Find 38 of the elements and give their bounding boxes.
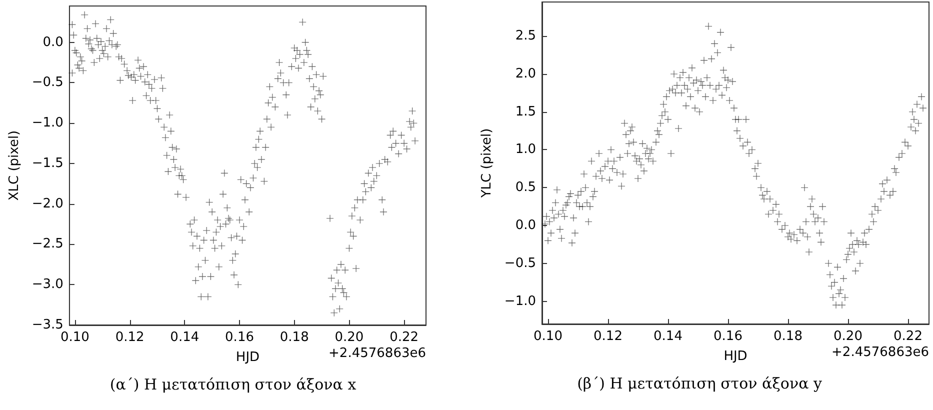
y-tick-label: −1.5 [32,156,64,171]
y-axis-title: YLC (pixel) [480,128,495,199]
text: +2.4576863e6 [832,345,930,360]
text: +2.4576863e6 [328,346,426,361]
y-tick-label: −2.0 [32,196,64,212]
y-tick-label: −0.5 [504,256,536,271]
y-tick-label: 2.0 [515,66,536,82]
x-tick-label: 0.10 [534,329,562,344]
y-tick-label: 2.5 [515,28,536,44]
x-tick-label: 0.10 [60,330,90,345]
x-axis-title: HJD [236,350,260,365]
y-tick-label: 1.5 [515,104,536,120]
x-tick-label: 0.12 [594,329,622,344]
x-tick-label: 0.14 [170,330,200,345]
x-tick-label: 0.16 [225,330,254,345]
y-tick-label: −3.5 [32,318,64,332]
y-axis-title: XLC (pixel) [7,130,22,201]
x-tick-label: 0.22 [894,329,922,344]
text: (β΄) Η μετατόπιση στον άξονα y [577,374,822,392]
y-tick-label: 1.0 [515,142,536,158]
y-tick-label: 0.5 [515,180,536,196]
x-tick-label: 0.22 [390,330,419,345]
x-tick-label: 0.20 [334,330,364,345]
x-axis-title: HJD [724,349,748,364]
x-tick-label: 0.20 [834,329,862,344]
y-tick-label: −1.0 [32,116,64,131]
x-tick-label: 0.12 [115,330,144,345]
x-tick-label: 0.18 [280,330,309,345]
y-tick-label: 0.0 [42,34,64,50]
y-tick-label: −2.5 [32,236,64,252]
y-tick-label: −1.0 [504,294,536,309]
x-tick-label: 0.16 [714,329,742,344]
y-tick-label: −0.5 [32,75,64,90]
y-tick-label: −3.0 [32,277,64,292]
y-tick-label: 0.0 [515,218,536,234]
x-tick-label: 0.14 [654,329,682,344]
x-tick-label: 0.18 [774,329,802,344]
text: (α΄) Η μετατόπιση στον άξονα x [110,376,357,394]
